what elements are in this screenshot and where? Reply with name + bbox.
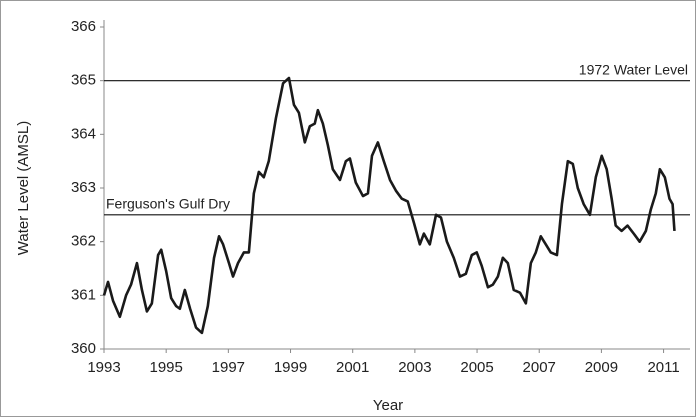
x-axis-title: Year	[373, 397, 403, 414]
x-tick-label: 1993	[87, 359, 120, 376]
x-tick-label: 2003	[398, 359, 431, 376]
x-tick-label: 2007	[523, 359, 556, 376]
data-line	[102, 76, 676, 335]
x-tick-label: 2009	[585, 359, 618, 376]
y-tick-label: 360	[71, 340, 96, 357]
y-axis-title: Water Level (AMSL)	[15, 121, 32, 255]
reference-label: Ferguson's Gulf Dry	[106, 196, 230, 212]
y-tick-label: 362	[71, 233, 96, 250]
x-tick-label: 2005	[460, 359, 493, 376]
x-tick-label: 2011	[647, 359, 679, 376]
reference-label: 1972 Water Level	[579, 61, 688, 77]
y-tick-label: 361	[71, 286, 96, 303]
y-tick-label: 366	[71, 18, 96, 35]
x-tick-label: 1999	[274, 359, 307, 376]
y-tick-label: 365	[71, 72, 96, 89]
x-tick-label: 2001	[336, 359, 369, 376]
x-tick-label: 1995	[149, 359, 182, 376]
y-tick-label: 364	[71, 125, 96, 142]
x-tick-label: 1997	[212, 359, 245, 376]
y-tick-label: 363	[71, 179, 96, 196]
